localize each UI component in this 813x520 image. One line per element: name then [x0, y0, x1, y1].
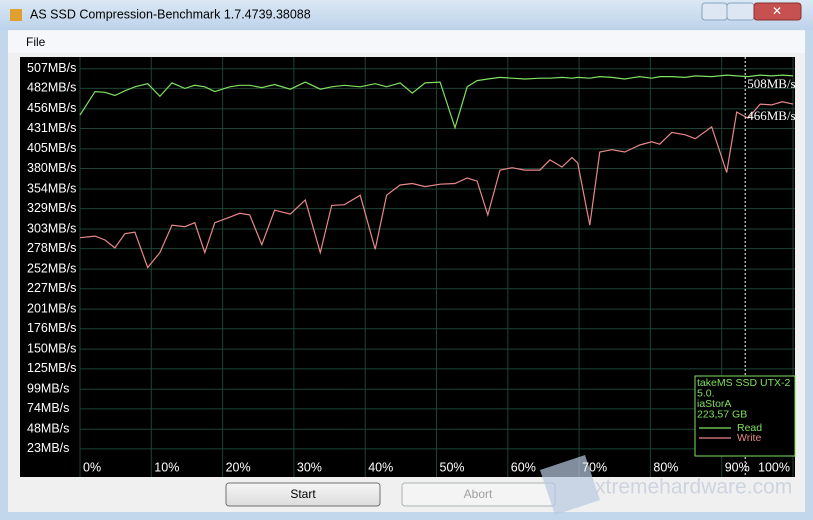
- y-tick-label: 252MB/s: [27, 261, 76, 275]
- watermark-logo: [540, 455, 600, 515]
- y-tick-label: 150MB/s: [27, 341, 76, 355]
- start-button-label: Start: [290, 487, 316, 501]
- x-tick-label: 80%: [653, 460, 678, 474]
- series-line: [79, 74, 794, 130]
- title-bar: [0, 0, 813, 30]
- x-tick-label: 0%: [83, 460, 101, 474]
- x-tick-label: 30%: [297, 460, 322, 474]
- x-tick-label: 40%: [368, 460, 393, 474]
- plot-area: [20, 57, 795, 477]
- x-tick-label: 50%: [440, 460, 465, 474]
- y-tick-label: 201MB/s: [27, 301, 76, 315]
- abort-button-label: Abort: [464, 487, 493, 501]
- y-tick-label: 456MB/s: [27, 101, 76, 115]
- window-title: AS SSD Compression-Benchmark 1.7.4739.38…: [30, 7, 311, 21]
- cursor-label: 466MB/s: [747, 108, 795, 123]
- y-tick-label: 405MB/s: [27, 141, 76, 155]
- y-tick-label: 507MB/s: [27, 61, 76, 75]
- y-tick-label: 354MB/s: [27, 181, 76, 195]
- x-tick-label: 70%: [582, 460, 607, 474]
- y-tick-label: 329MB/s: [27, 201, 76, 215]
- series-line: [79, 101, 794, 269]
- y-tick-label: 303MB/s: [27, 221, 76, 235]
- x-tick-label: 20%: [226, 460, 251, 474]
- legend-label: Read: [737, 422, 762, 434]
- x-tick-label: 90%: [725, 460, 750, 474]
- start-button[interactable]: [225, 482, 381, 507]
- legend-info: 223,57 GB: [697, 408, 747, 420]
- y-tick-label: 125MB/s: [27, 361, 76, 375]
- menu-bar: [8, 31, 805, 53]
- app-icon: [10, 9, 22, 21]
- minimize-button[interactable]: [701, 2, 728, 21]
- y-tick-label: 227MB/s: [27, 281, 76, 295]
- y-tick-label: 278MB/s: [27, 241, 76, 255]
- legend-box: [694, 375, 796, 457]
- y-tick-label: 431MB/s: [27, 121, 76, 135]
- y-tick-label: 74MB/s: [27, 401, 69, 415]
- watermark: xtremehardware.com: [595, 476, 792, 499]
- y-tick-label: 99MB/s: [27, 382, 69, 396]
- y-tick-label: 482MB/s: [27, 81, 76, 95]
- menu-item[interactable]: File: [26, 35, 46, 49]
- cursor-label: 508MB/s: [747, 76, 795, 91]
- close-icon: ✕: [772, 4, 782, 18]
- legend-info: takeMS SSD UTX-2: [697, 377, 791, 389]
- y-tick-label: 48MB/s: [27, 422, 69, 436]
- x-tick-label: 60%: [511, 460, 536, 474]
- x-tick-label: 100%: [758, 460, 790, 474]
- legend-info: 5.0.: [697, 387, 715, 399]
- legend-info: iaStorA: [697, 398, 731, 410]
- y-tick-label: 380MB/s: [27, 161, 76, 175]
- legend-label: Write: [737, 432, 761, 444]
- y-tick-label: 176MB/s: [27, 321, 76, 335]
- x-tick-label: 10%: [154, 460, 179, 474]
- y-tick-label: 23MB/s: [27, 441, 69, 455]
- close-button[interactable]: [753, 2, 802, 21]
- maximize-button[interactable]: [726, 2, 755, 21]
